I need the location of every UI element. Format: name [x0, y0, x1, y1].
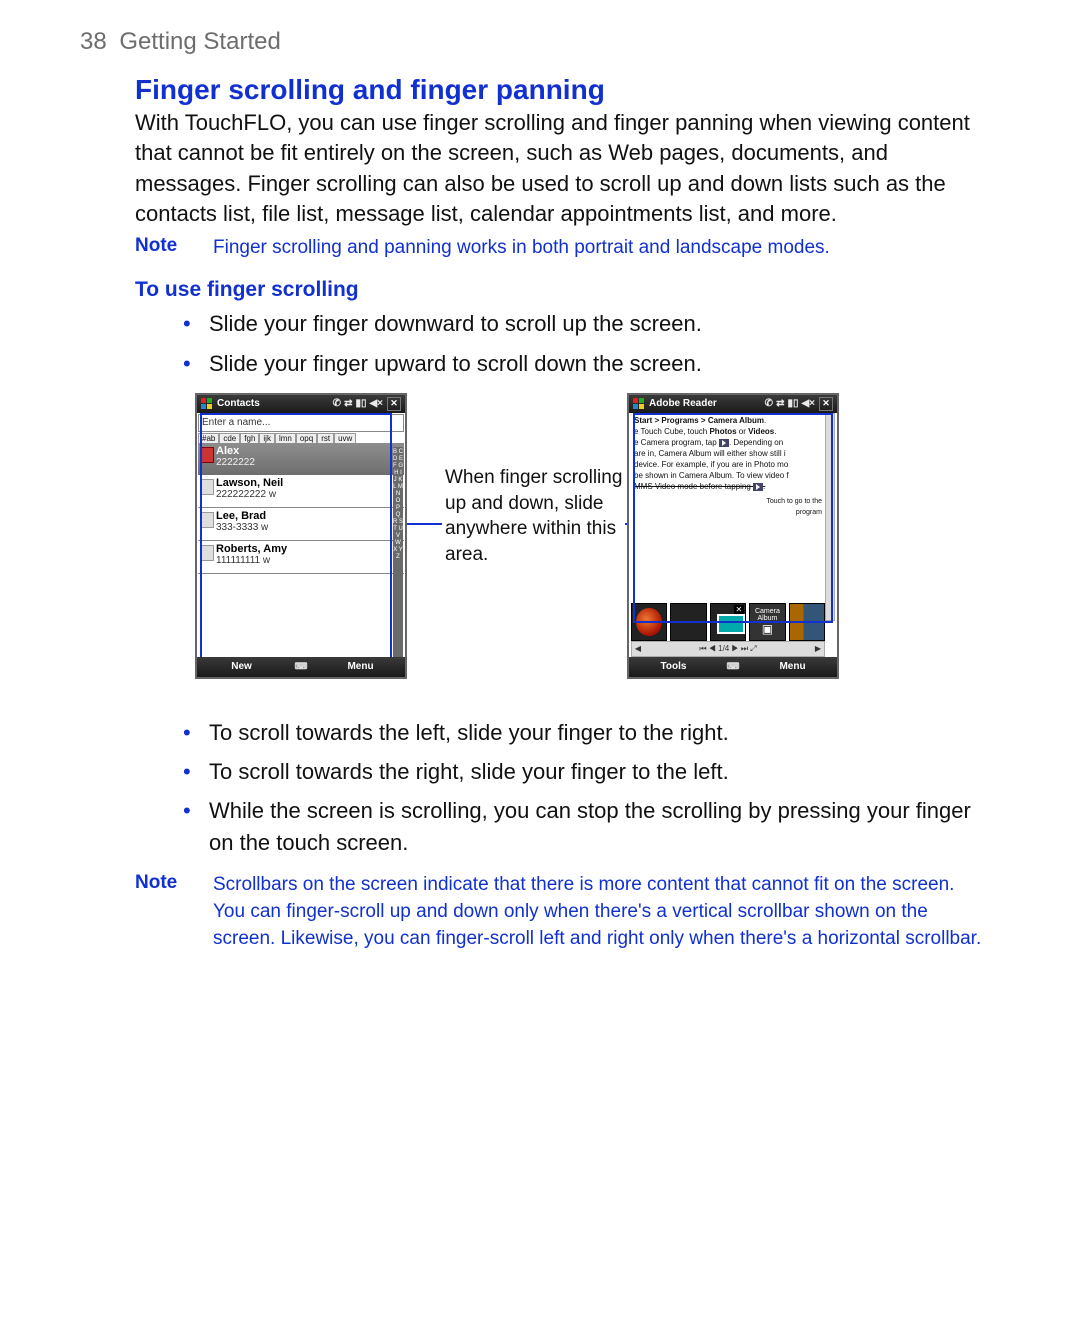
close-icon: ✕	[387, 397, 401, 411]
signal-icon: ✆	[333, 398, 341, 409]
bullet-item: To scroll towards the right, slide your …	[183, 756, 990, 787]
page-indicator: 1/4	[718, 644, 729, 653]
chapter-title: Getting Started	[119, 28, 280, 55]
sip-icon: ⌨	[718, 661, 748, 672]
bullet-item: While the screen is scrolling, you can s…	[183, 795, 990, 857]
bullet-item: Slide your finger downward to scroll up …	[183, 308, 990, 339]
nav-last-icon: ▶	[812, 644, 824, 653]
scroll-highlight	[200, 413, 392, 659]
titlebar: Adobe Reader ✆ ⇄ ▮▯ ◀× ✕	[629, 395, 837, 413]
page-number: 38	[80, 28, 107, 55]
figure-caption: When finger scrolling up and down, slide…	[445, 465, 625, 568]
figure: When finger scrolling up and down, slide…	[195, 393, 990, 693]
softkey-right: Menu	[748, 661, 837, 672]
start-icon	[201, 398, 213, 410]
camera-icon: ▣	[750, 622, 784, 636]
note-text: Finger scrolling and panning works in bo…	[213, 235, 990, 262]
scroll-highlight	[633, 413, 833, 623]
alpha-index-bar: B C D E F G H I J K L M N O P Q R S T U …	[393, 447, 403, 657]
antenna-icon: ▮▯	[787, 398, 798, 409]
bullets-group-1: Slide your finger downward to scroll up …	[183, 308, 990, 378]
sub-heading: To use finger scrolling	[135, 278, 990, 302]
antenna-icon: ▮▯	[355, 398, 366, 409]
nav-first-icon: ◀	[632, 644, 644, 653]
softkey-bar: New ⌨ Menu	[197, 657, 405, 677]
sync-icon: ⇄	[776, 398, 784, 409]
note-2: Note Scrollbars on the screen indicate t…	[135, 872, 990, 953]
section-heading: Finger scrolling and finger panning	[135, 74, 990, 106]
titlebar: Contacts ✆ ⇄ ▮▯ ◀× ✕	[197, 395, 405, 413]
document-page: 38 Getting Started Finger scrolling and …	[0, 0, 1080, 1327]
volume-icon: ◀×	[801, 398, 815, 409]
close-icon: ✕	[819, 397, 833, 411]
sync-icon: ⇄	[344, 398, 352, 409]
signal-icon: ✆	[765, 398, 773, 409]
running-header: 38 Getting Started	[80, 28, 990, 56]
volume-icon: ◀×	[369, 398, 383, 409]
note-text: Scrollbars on the screen indicate that t…	[213, 872, 990, 953]
softkey-left: Tools	[629, 661, 718, 672]
phone-contacts: Contacts ✆ ⇄ ▮▯ ◀× ✕ Enter a name... #ab…	[195, 393, 407, 679]
bullet-item: To scroll towards the left, slide your f…	[183, 717, 990, 748]
sip-icon: ⌨	[286, 661, 316, 672]
nav-bar: ◀ ⏮ ◀ 1/4 ▶ ⏭ ⤢ ▶	[631, 641, 825, 657]
bullets-group-2: To scroll towards the left, slide your f…	[183, 717, 990, 858]
intro-paragraph: With TouchFLO, you can use finger scroll…	[135, 108, 990, 229]
softkey-bar: Tools ⌨ Menu	[629, 657, 837, 677]
softkey-left: New	[197, 661, 286, 672]
nav-group: ⏮ ◀ 1/4 ▶ ⏭ ⤢	[644, 644, 812, 654]
phone-adobe-reader: Adobe Reader ✆ ⇄ ▮▯ ◀× ✕ Start > Program…	[627, 393, 839, 679]
start-icon	[633, 398, 645, 410]
note-label: Note	[135, 235, 183, 262]
note-1: Note Finger scrolling and panning works …	[135, 235, 990, 262]
content: Finger scrolling and finger panning With…	[135, 74, 990, 953]
bullet-item: Slide your finger upward to scroll down …	[183, 348, 990, 379]
titlebar-title: Adobe Reader	[649, 398, 717, 409]
titlebar-title: Contacts	[217, 398, 260, 409]
note-label: Note	[135, 872, 183, 953]
softkey-right: Menu	[316, 661, 405, 672]
